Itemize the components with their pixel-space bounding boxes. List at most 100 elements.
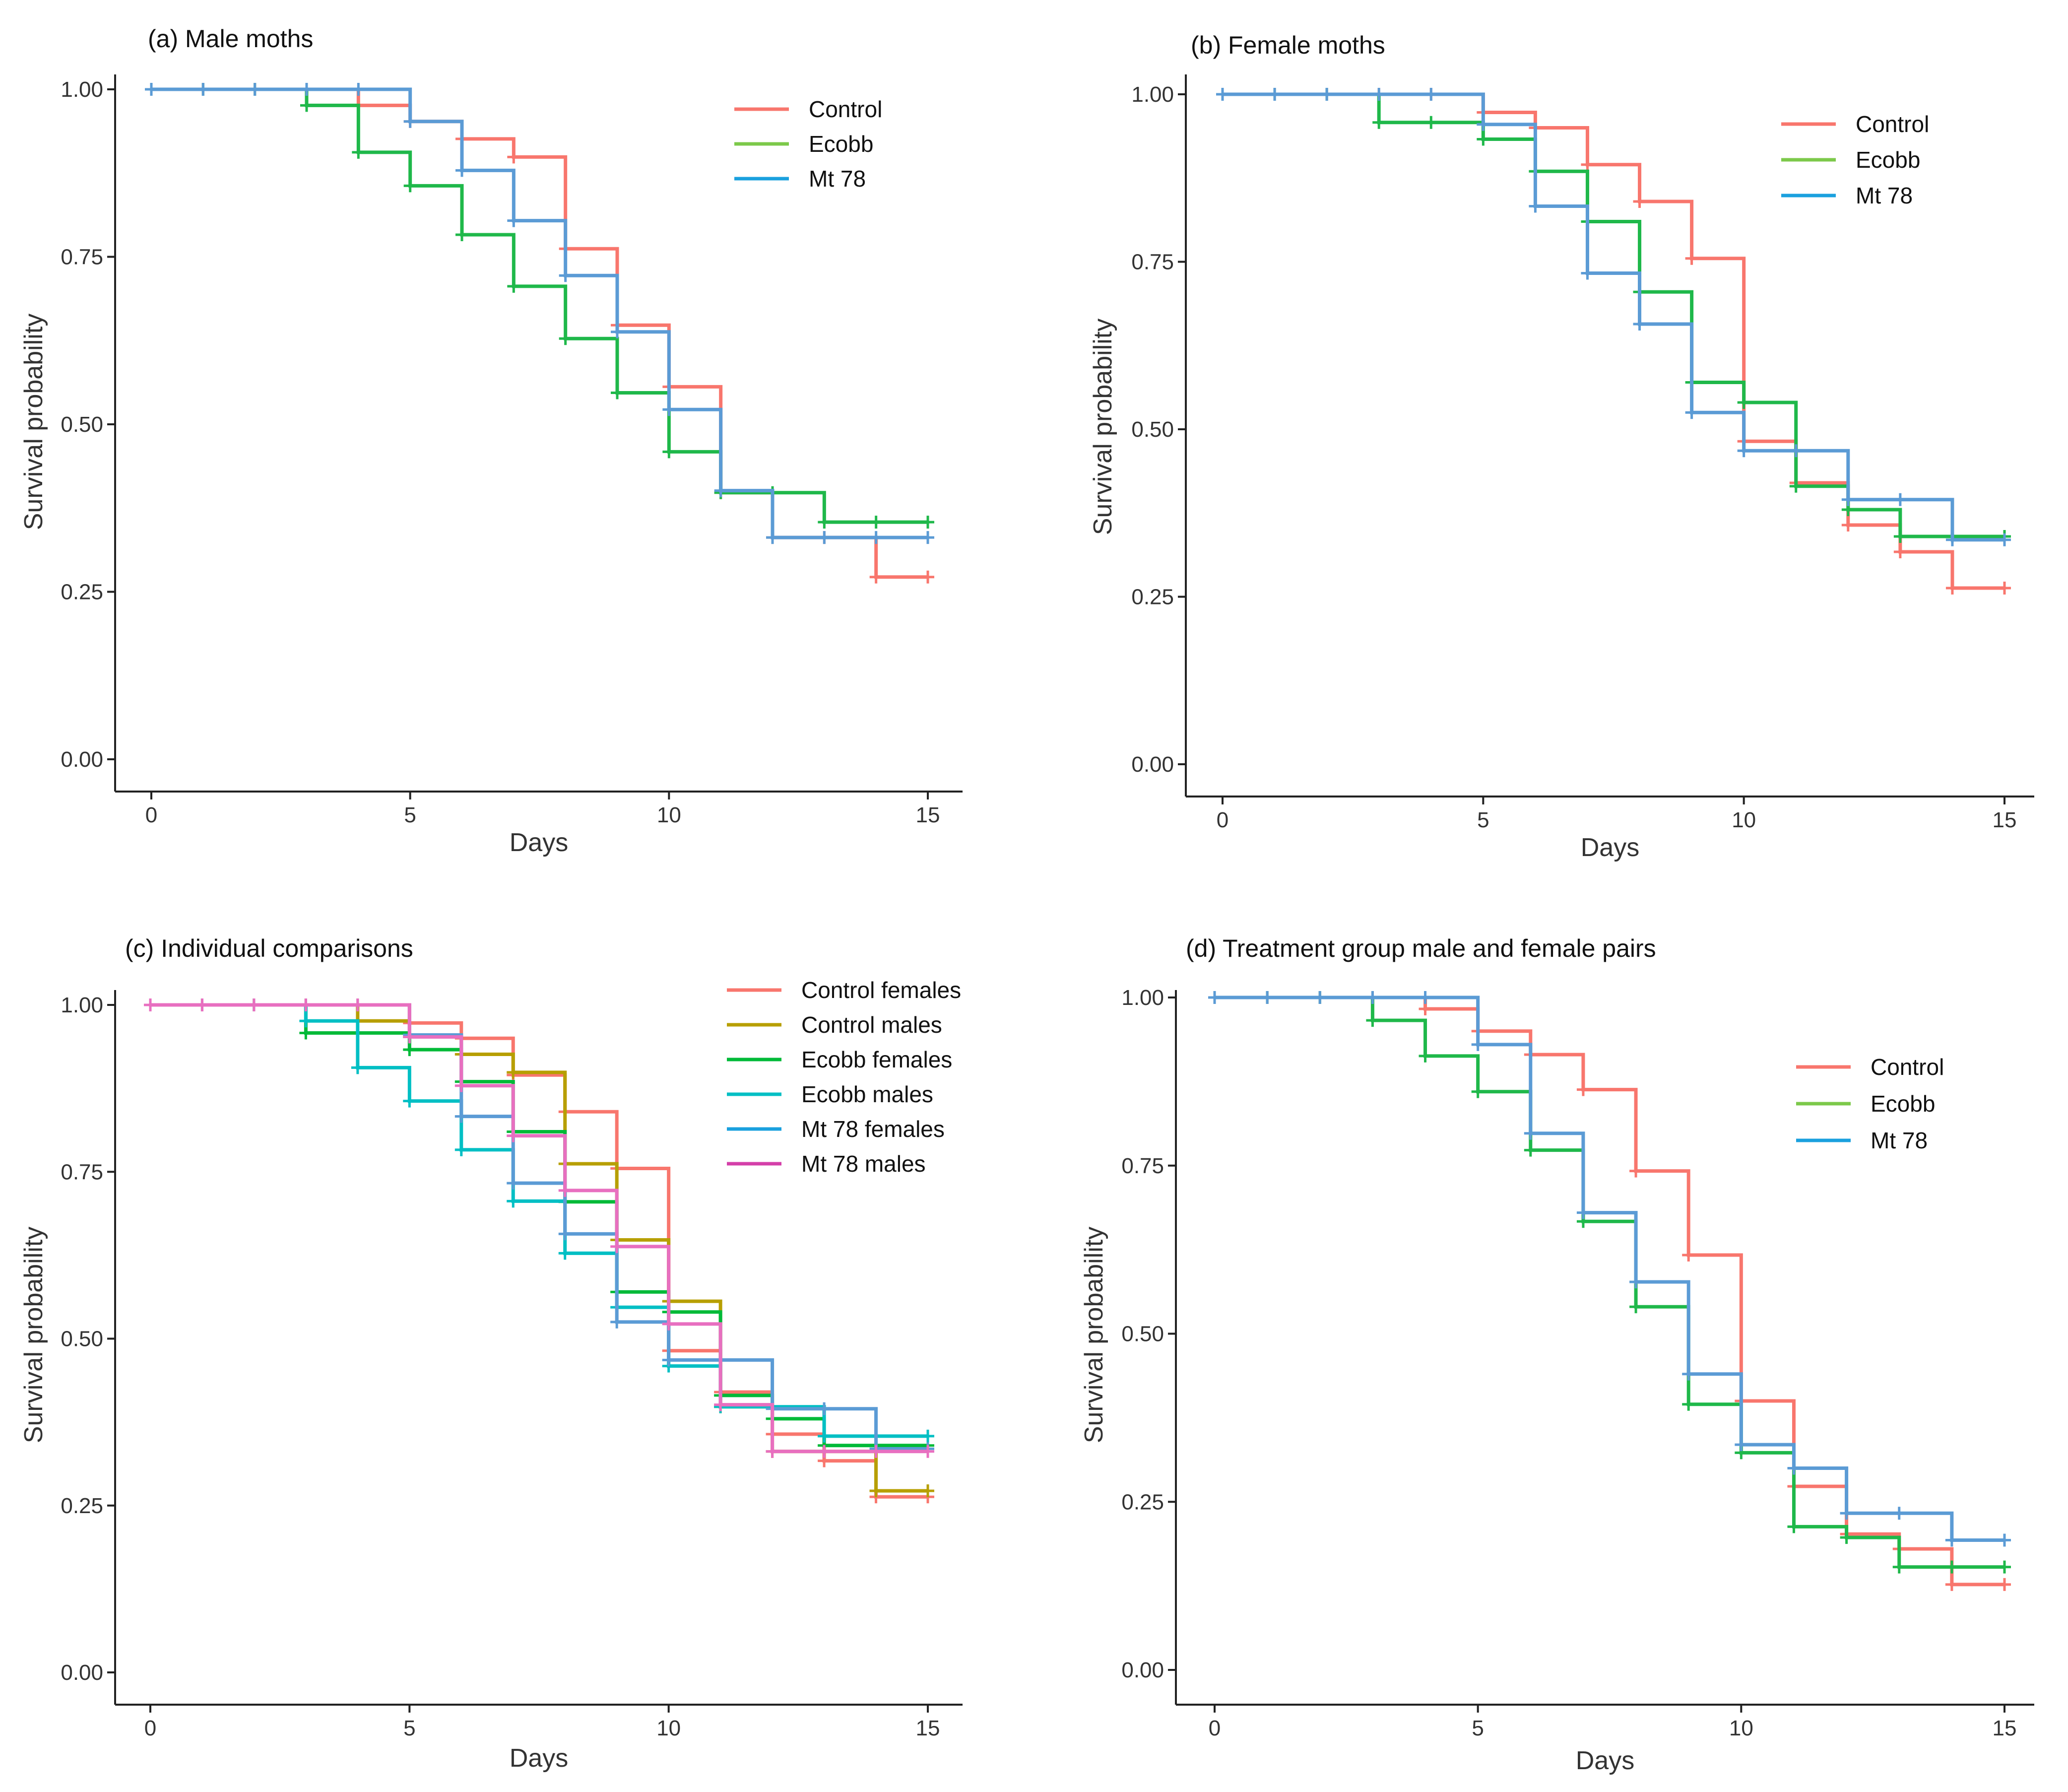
y-tick-label: 0.50 [61,412,103,437]
censor-mark [818,1402,831,1415]
censor-mark [1789,444,1803,458]
censor-mark [1471,1085,1485,1098]
y-tick-label: 0.00 [61,747,103,772]
censor-mark [1366,1014,1379,1027]
panel-title: (c) Individual comparisons [125,934,413,962]
series-line-1 [150,1003,928,1499]
censor-mark [1737,396,1750,409]
legend-label: Control [1871,1054,1944,1080]
censor-mark [1477,133,1490,146]
legend-label: Mt 78 [809,166,866,192]
censor-mark [1893,493,1907,506]
series-line-2 [151,87,928,524]
censor-mark [818,531,831,544]
y-tick-label: 0.25 [61,580,103,604]
censor-mark [558,1247,572,1260]
series-line-4 [150,1003,928,1438]
censor-mark [611,325,624,338]
censor-mark [1945,1560,1958,1574]
legend-label: Control [809,96,882,122]
censor-mark [1524,1143,1537,1157]
series-line-1 [1215,996,2004,1587]
censor-mark [1789,479,1803,493]
censor-mark [559,269,572,282]
legend-label: Mt 78 [1871,1128,1928,1153]
legend-label: Ecobb [1856,147,1920,173]
censor-mark [351,1061,364,1074]
censor-mark [403,1030,416,1044]
censor-mark [1320,88,1334,101]
censor-mark [1471,1038,1485,1051]
x-tick-label: 10 [1732,808,1756,832]
y-tick-label: 1.00 [1131,82,1174,107]
censor-mark [662,445,676,459]
censor-mark [1737,444,1750,458]
censor-mark [300,99,313,112]
censor-mark [454,1079,468,1092]
x-axis-label: Days [510,1744,568,1773]
y-axis-label: Survival probability [19,1227,48,1443]
censor-mark [1419,1002,1432,1016]
censor-mark [352,145,365,159]
x-tick-label: 15 [916,1716,940,1740]
censor-mark [1945,1533,1958,1547]
censor-mark [1424,116,1438,129]
censor-mark [1892,1560,1906,1574]
legend-label: Mt 78 males [801,1151,926,1177]
censor-mark [455,228,468,241]
censor-mark [558,1227,572,1241]
y-axis-label: Survival probability [19,314,48,530]
censor-mark [1529,199,1542,213]
x-axis-label: Days [1576,1746,1634,1775]
censor-mark [921,1445,934,1458]
legend-label: Ecobb [809,131,873,157]
x-tick-label: 0 [1209,1716,1221,1740]
censor-mark [1893,530,1907,543]
censor-mark [1576,1206,1590,1219]
legend-label: Control females [801,977,961,1003]
censor-mark [403,115,417,128]
censor-mark [818,516,831,529]
y-tick-label: 0.50 [1121,1322,1164,1346]
censor-mark [818,1445,831,1458]
censor-mark [1633,318,1646,331]
censor-mark [299,1014,313,1028]
censor-mark [1998,1578,2011,1591]
y-tick-label: 0.00 [1121,1658,1164,1682]
survival-panel-1: (a) Male moths 0.00 0.25 0.50 0.75 1.00 0 5 10 15… [19,25,963,857]
censor-mark [1685,406,1698,419]
y-tick-label: 0.25 [61,1494,103,1518]
y-tick-label: 0.25 [1121,1490,1164,1514]
censor-mark [403,179,417,193]
censor-mark [1366,991,1379,1004]
legend-label: Mt 78 [1856,183,1913,208]
censor-mark [455,164,468,177]
censor-mark [1893,545,1907,559]
censor-mark [1682,1367,1695,1381]
y-axis-label: Survival probability [1080,1227,1108,1443]
censor-mark [403,1043,416,1057]
legend-label: Control [1856,111,1929,137]
censor-mark [1787,1461,1801,1475]
legend-label: Ecobb males [801,1081,933,1107]
censor-mark [714,1398,727,1411]
censor-mark [144,998,157,1011]
censor-mark [1576,1083,1590,1096]
censor-mark [454,1143,468,1156]
censor-mark [921,531,934,544]
legend-label: Mt 78 females [801,1116,945,1142]
censor-mark [1633,195,1646,208]
censor-mark [610,1240,624,1253]
y-tick-label: 1.00 [61,77,103,102]
censor-mark [1372,88,1386,101]
censor-mark [1208,991,1221,1004]
censor-mark [662,1317,675,1330]
x-tick-label: 15 [1993,808,2017,832]
censor-mark [299,1026,313,1040]
censor-mark [300,83,313,96]
censor-mark [1998,581,2011,595]
censor-mark [611,386,624,399]
censor-mark [1419,1049,1432,1062]
censor-mark [1629,1275,1643,1289]
